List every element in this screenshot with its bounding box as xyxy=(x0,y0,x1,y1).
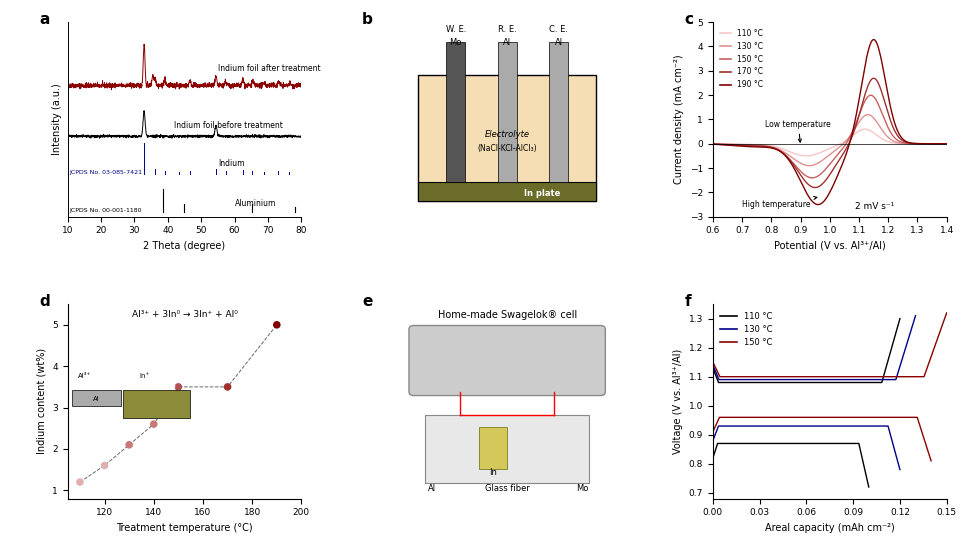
Text: Al: Al xyxy=(554,38,562,47)
Text: JCPDS No. 00-001-1180: JCPDS No. 00-001-1180 xyxy=(70,208,142,213)
Text: Mo: Mo xyxy=(576,484,588,493)
Text: W. E.: W. E. xyxy=(445,25,466,34)
Y-axis label: Intensity (a.u.): Intensity (a.u.) xyxy=(52,84,62,155)
Text: In: In xyxy=(489,468,497,477)
Text: Electrolyte: Electrolyte xyxy=(485,130,529,140)
FancyBboxPatch shape xyxy=(409,326,606,396)
Text: Al: Al xyxy=(428,484,437,493)
X-axis label: 2 Theta (degree): 2 Theta (degree) xyxy=(144,241,226,251)
Point xyxy=(122,440,137,449)
Text: R. E.: R. E. xyxy=(497,25,517,34)
Legend: 110 °C, 130 °C, 150 °C, 170 °C, 190 °C: 110 °C, 130 °C, 150 °C, 170 °C, 190 °C xyxy=(717,26,766,93)
Text: In plate: In plate xyxy=(524,189,560,198)
Legend: 110 °C, 130 °C, 150 °C: 110 °C, 130 °C, 150 °C xyxy=(717,309,776,350)
Bar xyxy=(446,42,465,182)
Text: JCPDS No. 03-085-7421: JCPDS No. 03-085-7421 xyxy=(70,170,142,175)
Text: (NaCl-KCl-AlCl₃): (NaCl-KCl-AlCl₃) xyxy=(477,144,537,153)
Y-axis label: Current density (mA cm⁻²): Current density (mA cm⁻²) xyxy=(674,55,684,184)
Text: 2 mV s⁻¹: 2 mV s⁻¹ xyxy=(855,202,895,211)
Point xyxy=(146,420,161,429)
FancyBboxPatch shape xyxy=(418,75,596,201)
Text: a: a xyxy=(40,12,50,28)
Text: Indium foil before treatment: Indium foil before treatment xyxy=(175,121,283,130)
Bar xyxy=(550,42,568,182)
Text: Al: Al xyxy=(503,38,511,47)
X-axis label: Potential (V vs. Al³⁺/Al): Potential (V vs. Al³⁺/Al) xyxy=(774,241,886,251)
Point xyxy=(270,320,285,329)
Bar xyxy=(418,182,596,201)
Text: d: d xyxy=(40,294,50,310)
Text: Indium: Indium xyxy=(218,159,244,168)
Text: c: c xyxy=(685,12,694,28)
Text: f: f xyxy=(685,294,692,310)
Point xyxy=(171,382,186,391)
Point xyxy=(72,478,88,486)
FancyBboxPatch shape xyxy=(425,415,589,483)
Text: Mo: Mo xyxy=(449,38,462,47)
Text: Al³⁺ + 3In⁰ → 3In⁺ + Al⁰: Al³⁺ + 3In⁰ → 3In⁺ + Al⁰ xyxy=(131,310,238,319)
Point xyxy=(220,382,236,391)
Text: Home-made Swagelok® cell: Home-made Swagelok® cell xyxy=(438,310,577,320)
Text: Indium foil after treatment: Indium foil after treatment xyxy=(218,64,321,73)
Y-axis label: Indium content (wt%): Indium content (wt%) xyxy=(37,348,46,454)
Point xyxy=(97,461,112,470)
X-axis label: Treatment temperature (°C): Treatment temperature (°C) xyxy=(116,523,253,533)
Text: Glass fiber: Glass fiber xyxy=(485,484,529,493)
Text: Aluminium: Aluminium xyxy=(235,199,276,208)
Text: e: e xyxy=(362,294,373,310)
Text: b: b xyxy=(362,12,373,28)
Bar xyxy=(479,427,507,469)
Text: High temperature: High temperature xyxy=(742,197,817,209)
Y-axis label: Voltage (V vs. Al³⁺/Al): Voltage (V vs. Al³⁺/Al) xyxy=(673,348,683,454)
Bar xyxy=(497,42,517,182)
Text: Low temperature: Low temperature xyxy=(765,120,831,142)
Text: C. E.: C. E. xyxy=(549,25,568,34)
X-axis label: Areal capacity (mAh cm⁻²): Areal capacity (mAh cm⁻²) xyxy=(765,523,895,533)
